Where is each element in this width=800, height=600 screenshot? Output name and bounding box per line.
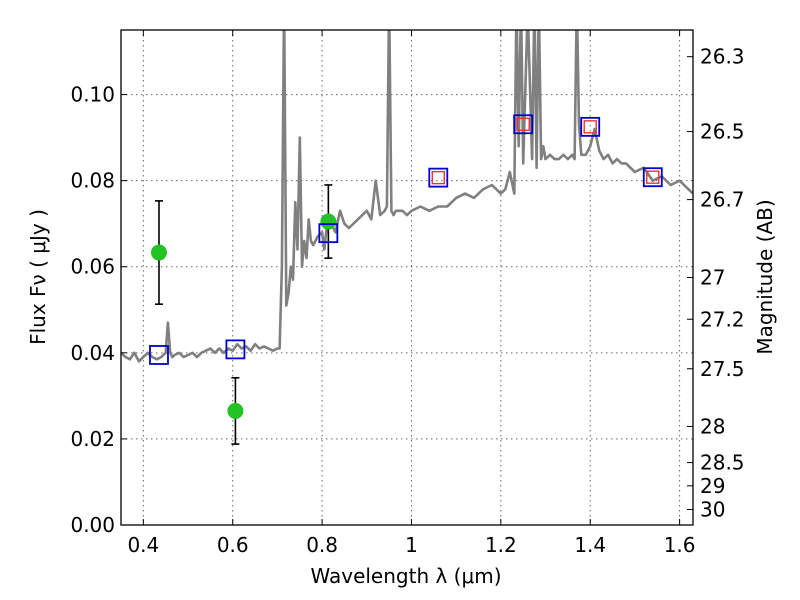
model-square-blue (580, 116, 601, 137)
x-axis-title: Wavelength λ (μm) (310, 564, 501, 588)
model-square-blue (642, 167, 663, 188)
model-square-blue (318, 223, 339, 244)
y-tick-label: 0.10 (70, 83, 115, 107)
model-square-blue (225, 339, 246, 360)
observed-point (227, 402, 244, 419)
model-spectrum-line (121, 30, 693, 363)
x-tick-label: 1.6 (664, 533, 696, 557)
y-tick-label: 0.02 (70, 427, 115, 451)
y2-tick-label: 27.2 (700, 307, 745, 331)
observed-point (320, 213, 337, 230)
y2-tick-label: 28.5 (700, 451, 745, 475)
model-square-blue (513, 114, 534, 135)
y2-tick-label: 27.5 (700, 357, 745, 381)
y2-tick-label: 27 (700, 266, 725, 290)
y2-tick-label: 26.7 (700, 188, 745, 212)
y2-tick-label: 26.3 (700, 45, 745, 69)
y2-tick-label: 29 (700, 474, 725, 498)
grid (121, 30, 693, 526)
y-tick-label: 0.04 (70, 341, 115, 365)
model-square-red (431, 170, 445, 185)
x-tick-label: 0.8 (306, 533, 338, 557)
model-square-red (583, 120, 597, 134)
y-tick-label: 0.00 (70, 513, 115, 537)
model-square-red (516, 117, 530, 131)
data-layer (121, 30, 693, 445)
x-tick-label: 1.4 (574, 533, 606, 557)
y2-tick-label: 26.5 (700, 120, 745, 144)
plot-frame (120, 29, 694, 526)
y-tick-label: 0.06 (70, 255, 115, 279)
x-tick-label: 1 (405, 533, 418, 557)
y2-tick-label: 28 (700, 414, 725, 438)
y-tick-label: 0.08 (70, 169, 115, 193)
y2-axis-title: Magnitude (AB) (753, 199, 777, 354)
model-square-red (646, 170, 660, 184)
model-square-blue (428, 167, 449, 188)
observed-point (150, 244, 167, 261)
x-tick-label: 0.6 (217, 533, 249, 557)
x-tick-label: 1.2 (485, 533, 517, 557)
model-square-blue (149, 345, 169, 365)
y2-tick-label: 30 (700, 498, 725, 522)
y-axis-title: Flux Fν ( μJy ) (26, 209, 50, 345)
ticks: 0.4 0.6 0.8 1 1.2 1.4 1.6 0.00 0.02 0.04 0.06 0.08 0… (70, 30, 745, 557)
x-tick-label: 0.4 (127, 533, 159, 557)
